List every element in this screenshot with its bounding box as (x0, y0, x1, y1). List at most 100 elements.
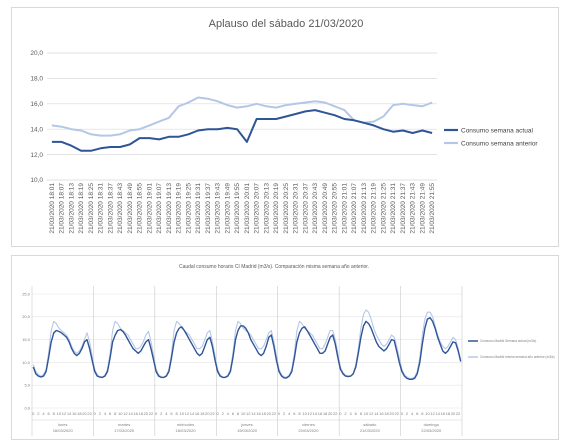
hour-tick-label: 4 (350, 411, 353, 416)
hour-tick-label: 2 (283, 411, 286, 416)
x-tick-label: 21/03/2020 18:01 (49, 183, 56, 234)
hour-tick-label: 20 (328, 411, 333, 416)
y-tick-label: 0,0 (24, 405, 30, 410)
x-tick-label: 21/03/2020 18:43 (117, 183, 124, 234)
hour-tick-label: 20 (451, 411, 456, 416)
hour-tick-label: 20 (267, 411, 272, 416)
hour-tick-label: 4 (104, 411, 107, 416)
hour-tick-label: 0 (216, 411, 219, 416)
x-tick-label: 21/03/2020 20:31 (293, 183, 300, 234)
bottom-chart-y-ticks: 0,0 5,0 10,0 15,0 20,0 25,0 (22, 291, 31, 410)
hour-tick-label: 2 (406, 411, 409, 416)
x-tick-label: 21/03/2020 20:07 (254, 183, 261, 234)
y-tick-label: 12,0 (30, 152, 43, 159)
hour-tick-label: 22 (272, 411, 277, 416)
series-line (32, 309, 462, 379)
hour-tick-label: 6 (293, 411, 296, 416)
hour-tick-label: 20 (205, 411, 210, 416)
y-tick-label: 16,0 (30, 101, 43, 108)
hour-tick-label: 0 (94, 411, 97, 416)
hour-tick-label: 8 (53, 411, 56, 416)
x-tick-label: 21/03/2020 21:01 (341, 183, 348, 234)
hour-tick-label: 8 (360, 411, 363, 416)
hour-tick-label: 8 (114, 411, 117, 416)
x-tick-label: 21/03/2020 21:55 (429, 183, 436, 234)
hour-tick-label: 4 (165, 411, 168, 416)
day-date-label: 17/03/2020 (114, 428, 135, 433)
hour-tick-label: 16 (195, 411, 200, 416)
hour-tick-label: 12 (185, 411, 190, 416)
x-tick-label: 21/03/2020 21:19 (371, 183, 378, 234)
hour-tick-label: 14 (251, 411, 256, 416)
hour-tick-label: 6 (109, 411, 112, 416)
hour-tick-label: 14 (190, 411, 195, 416)
hour-tick-label: 16 (133, 411, 138, 416)
x-tick-label: 21/03/2020 20:43 (312, 183, 319, 234)
hour-tick-label: 0 (32, 411, 35, 416)
hour-tick-label: 20 (82, 411, 87, 416)
hour-tick-label: 4 (42, 411, 45, 416)
hour-tick-label: 8 (175, 411, 178, 416)
hour-tick-label: 14 (374, 411, 379, 416)
y-tick-label: 20,0 (30, 50, 43, 57)
hour-tick-label: 20 (144, 411, 149, 416)
hour-tick-label: 12 (307, 411, 312, 416)
legend-label: Consumo semana anterior (461, 140, 538, 147)
hour-tick-label: 2 (160, 411, 163, 416)
hour-tick-label: 2 (344, 411, 347, 416)
hour-tick-label: 6 (355, 411, 358, 416)
day-date-label: 22/03/2020 (421, 428, 442, 433)
x-tick-label: 21/03/2020 18:49 (127, 183, 134, 234)
x-tick-label: 21/03/2020 19:19 (176, 183, 183, 234)
hour-tick-label: 10 (364, 411, 369, 416)
hour-tick-label: 12 (369, 411, 374, 416)
x-tick-label: 21/03/2020 21:25 (380, 183, 387, 234)
x-tick-label: 21/03/2020 19:37 (205, 183, 212, 234)
hour-tick-label: 18 (446, 411, 451, 416)
hour-tick-label: 12 (246, 411, 251, 416)
hour-tick-label: 12 (62, 411, 67, 416)
hour-tick-label: 22 (333, 411, 338, 416)
top-chart: Aplauso del sábado 21/03/2020 10,0 12,0 14… (30, 18, 538, 234)
top-chart-x-ticks: 21/03/2020 18:01 21/03/2020 18:07 21/03/20… (49, 183, 436, 234)
top-chart-title: Aplauso del sábado 21/03/2020 (209, 18, 364, 30)
x-tick-label: 21/03/2020 20:37 (302, 183, 309, 234)
x-tick-label: 21/03/2020 18:25 (88, 183, 95, 234)
hour-tick-label: 22 (210, 411, 215, 416)
y-tick-label: 15,0 (22, 337, 31, 342)
bottom-chart-gridlines (32, 293, 462, 409)
hour-tick-label: 14 (313, 411, 318, 416)
y-tick-label: 25,0 (22, 291, 31, 296)
x-tick-label: 21/03/2020 21:49 (419, 183, 426, 234)
hour-tick-label: 16 (72, 411, 77, 416)
series-line (51, 96, 433, 137)
y-tick-label: 10,0 (22, 360, 31, 365)
x-tick-label: 21/03/2020 20:13 (263, 183, 270, 234)
x-tick-label: 21/03/2020 20:49 (322, 183, 329, 234)
legend-label: Consumo Madrid misma semana año anterior… (480, 355, 555, 359)
x-tick-label: 21/03/2020 20:25 (283, 183, 290, 234)
hour-tick-label: 10 (425, 411, 430, 416)
x-tick-label: 21/03/2020 19:13 (166, 183, 173, 234)
hour-tick-label: 0 (278, 411, 281, 416)
hour-tick-label: 10 (57, 411, 62, 416)
hour-tick-label: 16 (256, 411, 261, 416)
x-tick-label: 21/03/2020 20:01 (244, 183, 251, 234)
legend-label: Consumo semana actual (461, 127, 533, 134)
hour-tick-label: 10 (118, 411, 123, 416)
top-chart-legend: Consumo semana actual Consumo semana ante… (444, 127, 538, 147)
hour-tick-label: 16 (379, 411, 384, 416)
x-tick-label: 21/03/2020 18:55 (137, 183, 144, 234)
hour-tick-label: 0 (339, 411, 342, 416)
x-tick-label: 21/03/2020 21:43 (410, 183, 417, 234)
hour-tick-label: 14 (67, 411, 72, 416)
hour-tick-label: 22 (456, 411, 461, 416)
hour-tick-label: 18 (139, 411, 144, 416)
day-date-label: 21/03/2020 (360, 428, 381, 433)
y-tick-label: 18,0 (30, 76, 43, 83)
day-date-label: 16/03/2020 (53, 428, 74, 433)
x-tick-label: 21/03/2020 21:37 (400, 183, 407, 234)
day-date-label: 18/03/2020 (176, 428, 197, 433)
legend-label: Consumo Madrid Semana actual (m3/s) (480, 339, 536, 343)
hour-tick-label: 8 (421, 411, 424, 416)
